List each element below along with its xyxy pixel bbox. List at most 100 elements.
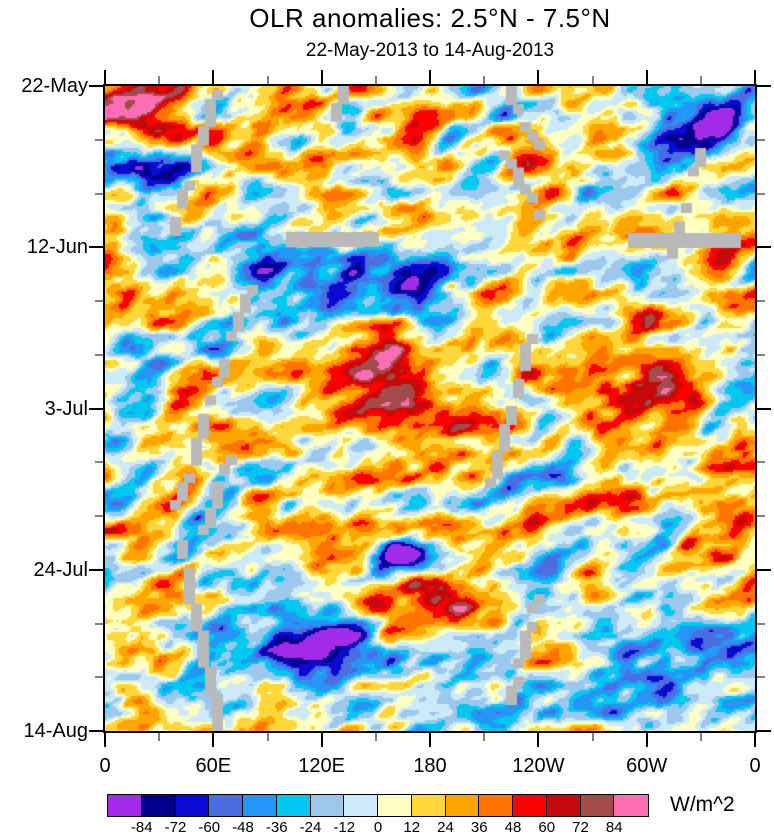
colorbar-cell	[242, 794, 278, 817]
colorbar-cell	[377, 794, 413, 817]
y-major-tick-right	[757, 246, 771, 249]
colorbar-cell	[444, 794, 481, 817]
x-axis-tick-label: 60W	[626, 755, 668, 777]
x-minor-tick-bottom	[266, 733, 269, 741]
x-major-tick-top	[104, 70, 106, 84]
colorbar-cell	[579, 794, 616, 817]
colorbar-tick-label: 84	[605, 819, 623, 834]
colorbar-cell	[309, 794, 346, 817]
colorbar-tick-label: -60	[198, 819, 221, 834]
y-major-tick-right	[757, 730, 771, 732]
colorbar-tick-label: -72	[164, 819, 187, 834]
x-major-tick-top	[537, 70, 540, 84]
colorbar-tick-label: -12	[333, 819, 356, 834]
y-minor-tick-right	[757, 461, 765, 464]
x-minor-tick-bottom	[483, 733, 486, 741]
y-major-tick-left	[89, 85, 103, 87]
colorbar-cell	[343, 794, 379, 817]
x-axis-tick-label: 0	[99, 755, 111, 777]
x-axis-tick-label: 120E	[298, 755, 346, 777]
x-major-tick-bottom	[429, 733, 431, 747]
x-major-tick-top	[429, 70, 431, 84]
x-major-tick-top	[645, 70, 648, 84]
y-minor-tick-left	[95, 192, 103, 195]
y-major-tick-right	[757, 407, 771, 410]
colorbar-cell	[410, 794, 447, 817]
y-minor-tick-left	[95, 353, 103, 356]
x-minor-tick-bottom	[158, 733, 161, 741]
colorbar-tick-label: 60	[538, 819, 556, 834]
colorbar-tick-label: 72	[572, 819, 589, 834]
colorbar-tick-label: 12	[403, 819, 421, 834]
colorbar-tick-label: 36	[470, 819, 488, 834]
x-minor-tick-bottom	[699, 733, 702, 741]
y-minor-tick-left	[95, 622, 103, 625]
x-minor-tick-top	[591, 76, 594, 84]
colorbar-tick-label: -36	[265, 819, 288, 834]
y-axis-tick-label: 14-Aug	[23, 720, 89, 742]
y-axis-tick-label: 24-Jul	[33, 558, 88, 581]
x-minor-tick-top	[266, 76, 269, 84]
y-minor-tick-left	[95, 676, 103, 679]
y-minor-tick-right	[757, 515, 765, 517]
y-axis-tick-label: 12-Jun	[26, 236, 88, 259]
date-range-subtitle: 22-May-2013 to 14-Aug-2013	[305, 40, 555, 61]
x-axis-tick-label: 180	[413, 755, 447, 777]
x-major-tick-bottom	[212, 733, 215, 747]
y-major-tick-left	[89, 407, 103, 410]
y-minor-tick-right	[757, 622, 765, 625]
colorbar-cell	[478, 794, 514, 817]
colorbar-cell	[613, 794, 649, 817]
x-axis-tick-label: 60E	[195, 755, 232, 777]
x-major-tick-bottom	[537, 733, 540, 747]
y-axis-tick-label: 22-May	[21, 75, 88, 97]
colorbar-tick-label: -48	[232, 819, 254, 834]
x-major-tick-top	[212, 70, 215, 84]
y-minor-tick-right	[757, 353, 765, 356]
colorbar-units-label: W/m^2	[670, 793, 735, 816]
olr-anomaly-heatmap-canvas	[105, 86, 755, 731]
colorbar-tick-label: 48	[504, 819, 522, 834]
y-minor-tick-right	[757, 676, 765, 679]
colorbar-tick-label: -84	[130, 819, 153, 834]
plot-area	[103, 84, 757, 733]
colorbar-cell	[174, 794, 211, 817]
colorbar-tick-label: -24	[299, 819, 322, 834]
y-minor-tick-right	[757, 300, 765, 302]
colorbar-cell	[275, 794, 312, 817]
y-major-tick-left	[89, 568, 103, 571]
colorbar-cell	[545, 794, 582, 817]
y-major-tick-right	[757, 85, 771, 87]
y-minor-tick-left	[95, 461, 103, 464]
x-major-tick-top	[320, 70, 323, 84]
colorbar-cell	[512, 794, 548, 817]
y-axis-tick-label: 3-Jul	[44, 397, 88, 420]
y-major-tick-right	[757, 568, 771, 571]
colorbar-cell	[208, 794, 244, 817]
y-minor-tick-left	[95, 300, 103, 302]
x-major-tick-bottom	[754, 733, 756, 747]
page-title: OLR anomalies: 2.5°N - 7.5°N	[249, 3, 611, 33]
y-minor-tick-left	[95, 515, 103, 517]
x-axis-tick-label: 120W	[512, 755, 565, 777]
y-minor-tick-right	[757, 192, 765, 195]
x-major-tick-bottom	[320, 733, 323, 747]
y-major-tick-left	[89, 730, 103, 732]
x-minor-tick-bottom	[591, 733, 594, 741]
x-major-tick-top	[754, 70, 756, 84]
y-minor-tick-right	[757, 138, 765, 141]
y-minor-tick-left	[95, 138, 103, 141]
x-minor-tick-top	[158, 76, 161, 84]
colorbar-cell	[107, 794, 143, 817]
colorbar-cell	[140, 794, 177, 817]
x-minor-tick-bottom	[374, 733, 377, 741]
x-minor-tick-top	[699, 76, 702, 84]
x-axis-tick-label: 0	[749, 755, 761, 777]
x-major-tick-bottom	[645, 733, 648, 747]
x-minor-tick-top	[483, 76, 486, 84]
y-major-tick-left	[89, 246, 103, 249]
x-minor-tick-top	[374, 76, 377, 84]
colorbar	[107, 794, 649, 817]
colorbar-tick-label: 0	[373, 819, 383, 834]
